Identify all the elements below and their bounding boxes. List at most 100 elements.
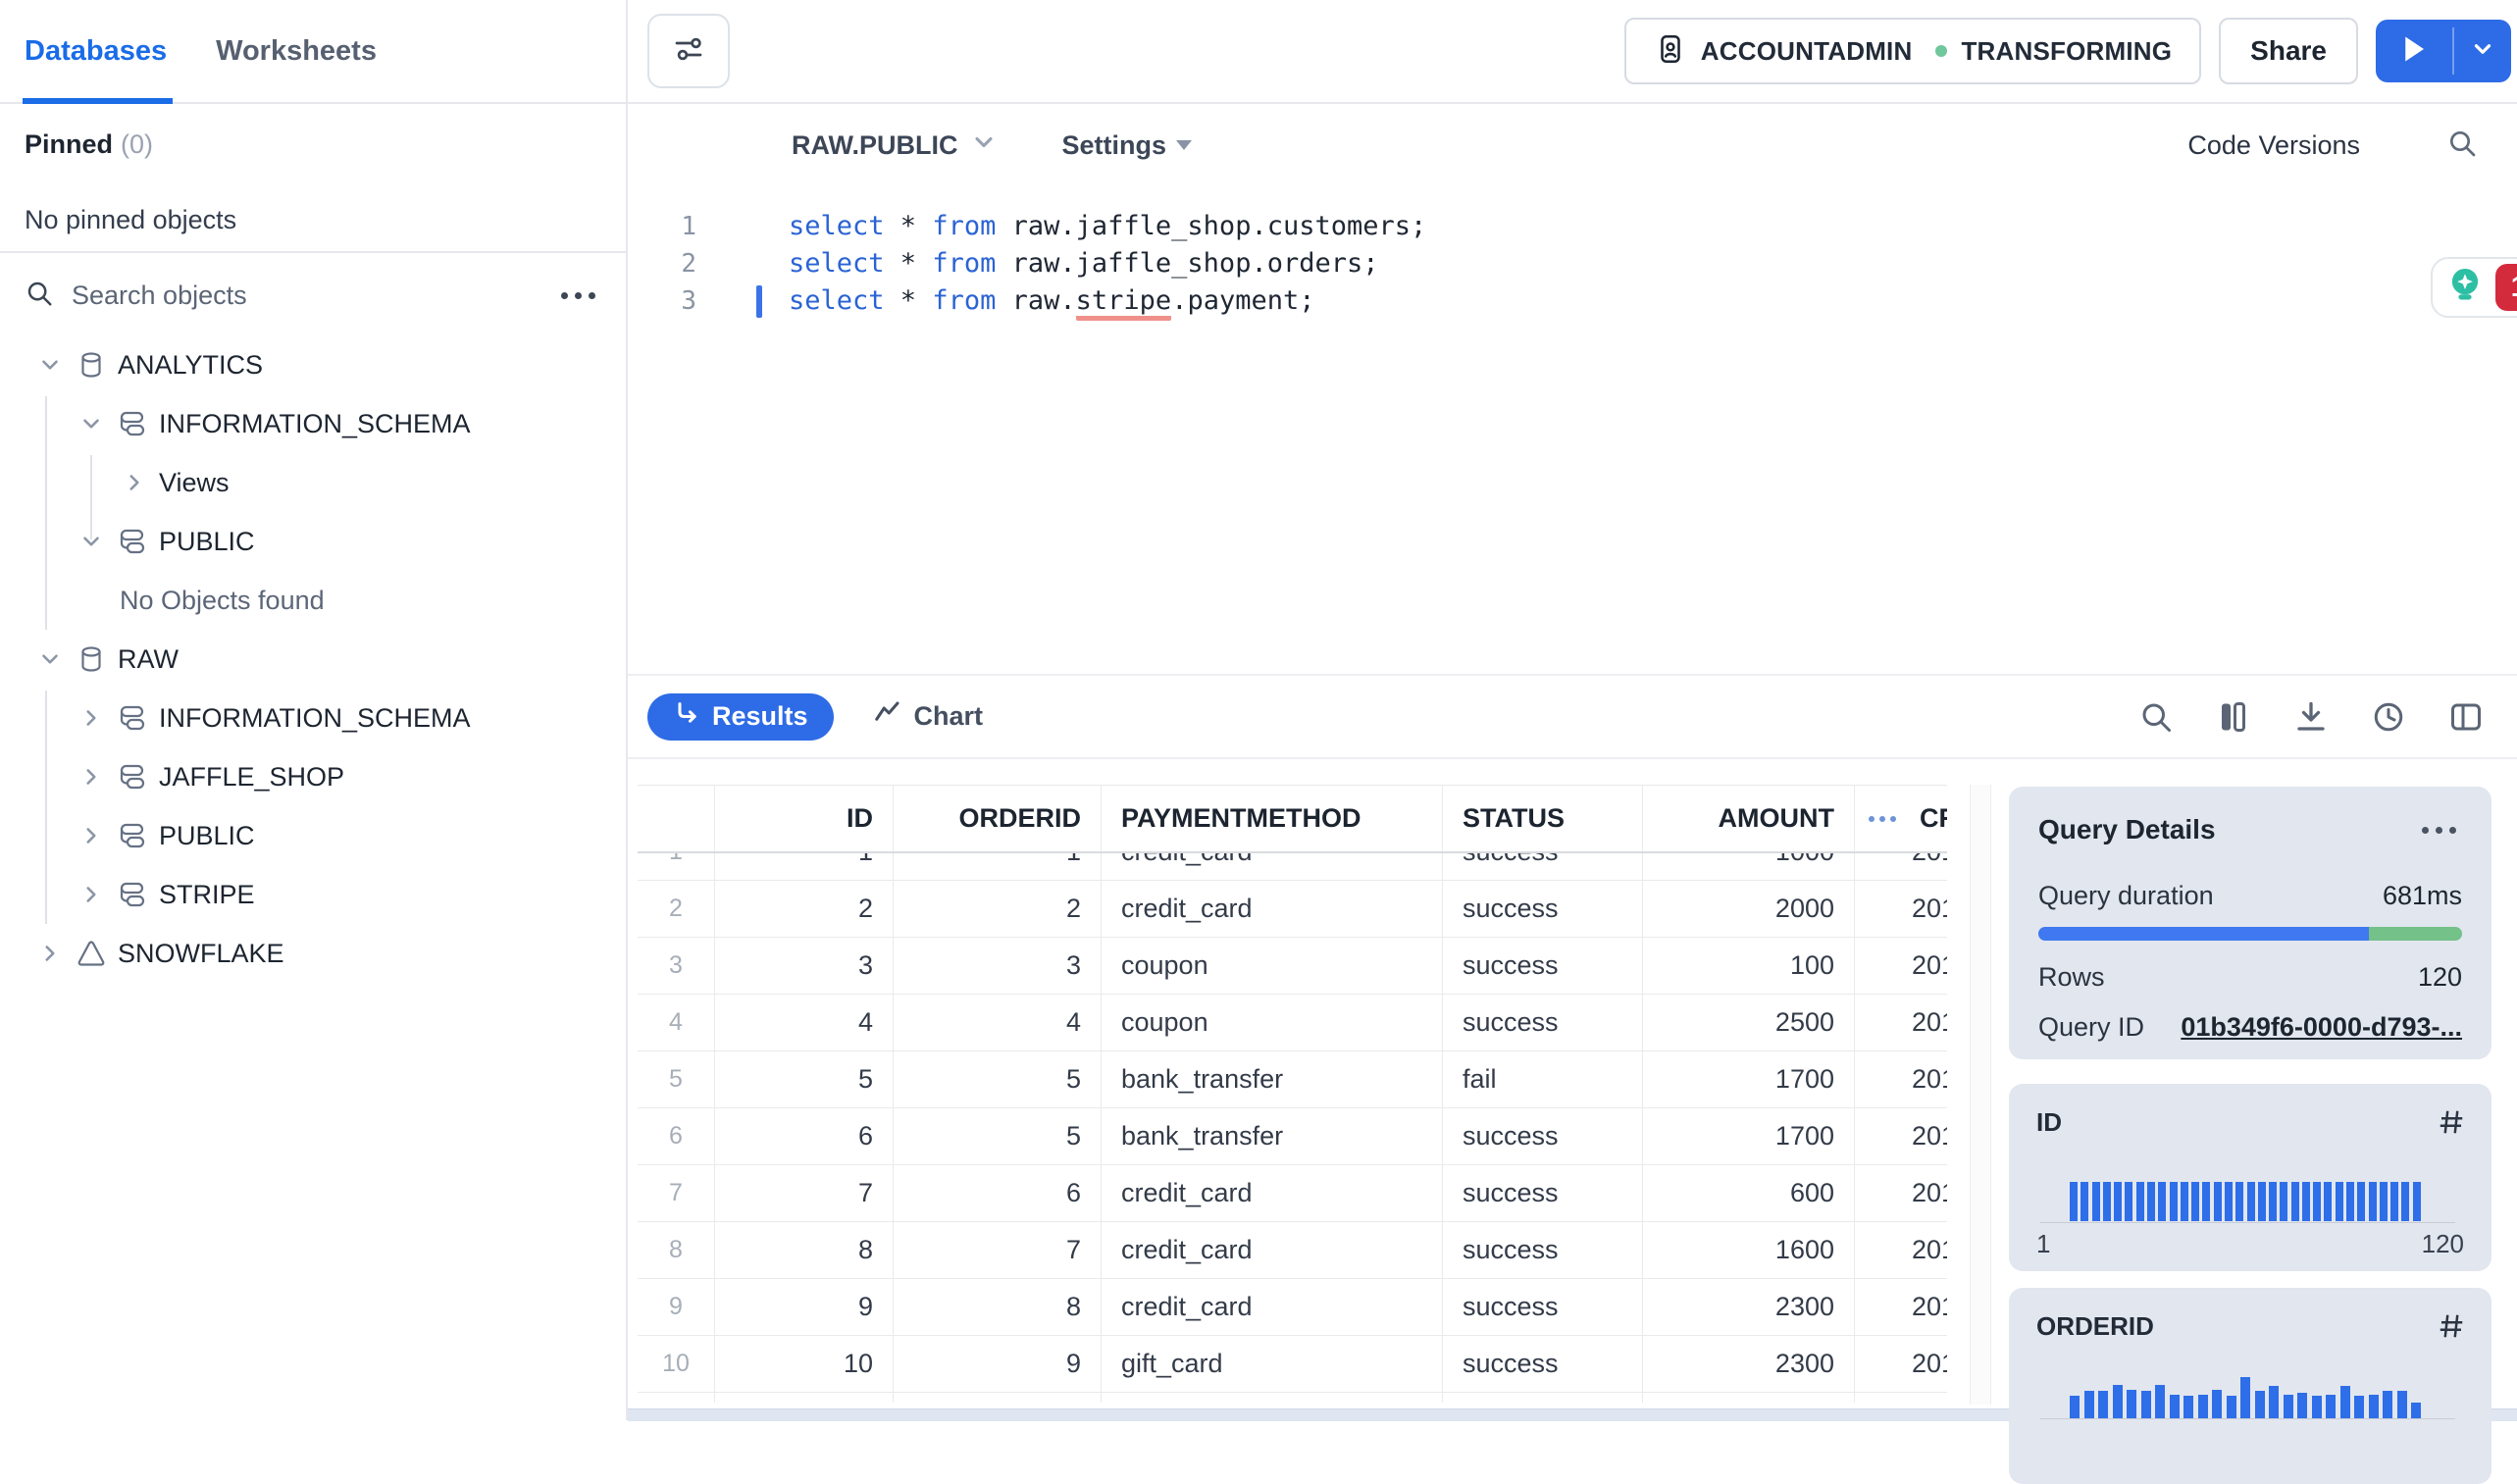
code-token: select xyxy=(789,211,885,241)
code-line-3[interactable]: select * from raw.stripe.payment; xyxy=(756,282,2517,321)
play-icon xyxy=(2401,34,2427,69)
tab-databases[interactable]: Databases xyxy=(22,0,174,104)
tree-item-information-schema[interactable]: INFORMATION_SCHEMA xyxy=(0,394,626,453)
histogram-bar xyxy=(2155,1385,2165,1418)
cell xyxy=(714,1393,893,1403)
worksheet-settings-button[interactable] xyxy=(647,14,730,88)
database-tree: ANALYTICS INFORMATION_SCHEMA Views PUBLIC No… xyxy=(0,335,626,983)
column-menu-icon[interactable] xyxy=(1869,815,1896,822)
row-number-header xyxy=(638,786,714,851)
editor-search-button[interactable] xyxy=(2446,128,2478,164)
query-details-title: Query Details xyxy=(2038,814,2216,844)
cell: 6 xyxy=(714,1108,893,1164)
cell: 1600 xyxy=(1642,1222,1854,1278)
chevron-right-icon[interactable] xyxy=(120,468,149,497)
cell: 2018 xyxy=(1854,1222,1947,1278)
chevron-down-icon[interactable] xyxy=(35,644,65,674)
editor-settings-menu[interactable]: Settings xyxy=(1062,130,1193,161)
tab-chart[interactable]: Chart xyxy=(873,698,983,735)
histogram-bar xyxy=(2368,1182,2377,1221)
column-header-amount[interactable]: AMOUNT xyxy=(1642,786,1854,851)
code-line-2[interactable]: select * from raw.jaffle_shop.orders; xyxy=(789,245,2517,282)
tree-item-raw[interactable]: RAW xyxy=(0,630,626,689)
column-header-orderid[interactable]: ORDERID xyxy=(893,786,1101,851)
chevron-right-icon[interactable] xyxy=(77,880,106,909)
id-histogram[interactable] xyxy=(2070,1182,2421,1221)
code-versions-link[interactable]: Code Versions xyxy=(2187,129,2360,160)
chevron-down-icon[interactable] xyxy=(35,350,65,380)
histogram-bar xyxy=(2379,1182,2388,1221)
histogram-bar xyxy=(2197,1395,2208,1418)
tree-item-snowflake[interactable]: SNOWFLAKE xyxy=(0,924,626,983)
tree-item-information-schema[interactable]: INFORMATION_SCHEMA xyxy=(0,689,626,747)
column-header-created[interactable]: CREATED xyxy=(1854,786,1947,851)
code-token: select xyxy=(789,285,885,316)
warehouse-name: TRANSFORMING xyxy=(1961,35,2173,66)
code-line-1[interactable]: select * from raw.jaffle_shop.customers; xyxy=(789,208,2517,245)
chevron-down-icon[interactable] xyxy=(77,527,106,556)
column-card-title: ID xyxy=(2036,1107,2062,1137)
editor-suggestion-pill[interactable]: 1 xyxy=(2431,257,2517,318)
numeric-column-icon[interactable] xyxy=(2437,1107,2466,1142)
histogram-bar xyxy=(2313,1182,2322,1221)
chevron-right-icon[interactable] xyxy=(77,762,106,792)
row-number: 10 xyxy=(662,1350,690,1377)
column-card-id: ID 1 120 xyxy=(2009,1084,2491,1271)
column-header-status[interactable]: STATUS xyxy=(1442,786,1642,851)
search-input[interactable] xyxy=(70,279,539,312)
tree-item-analytics[interactable]: ANALYTICS xyxy=(0,335,626,394)
tab-results[interactable]: Results xyxy=(647,692,834,741)
histogram-bar xyxy=(2226,1396,2236,1418)
histogram-bar xyxy=(2091,1182,2100,1221)
tree-item-label: STRIPE xyxy=(159,879,255,909)
column-header-paymentmethod[interactable]: PAYMENTMETHOD xyxy=(1101,786,1442,851)
results-table-body-viewport[interactable]: 111credit_cardsuccess10002018222credit_c… xyxy=(638,853,1947,1403)
cell: success xyxy=(1442,881,1642,937)
tree-item-public[interactable]: PUBLIC xyxy=(0,806,626,865)
object-search-row xyxy=(0,253,626,324)
sql-editor[interactable]: 1 2 3 select * from raw.jaffle_shop.custom… xyxy=(628,196,2517,667)
histogram-bar xyxy=(2098,1391,2108,1418)
tree-item-label: RAW xyxy=(118,643,179,674)
pinned-section: Pinned (0) No pinned objects xyxy=(0,104,626,253)
run-options-button[interactable] xyxy=(2454,20,2511,82)
columns-button[interactable] xyxy=(2216,699,2251,735)
tree-item-public[interactable]: PUBLIC xyxy=(0,512,626,571)
table-vertical-scrollbar[interactable] xyxy=(1970,785,1991,1405)
chevron-down-icon xyxy=(970,128,998,163)
split-panel-button[interactable] xyxy=(2448,699,2484,735)
cell: 1000 xyxy=(1642,853,1854,880)
search-results-button[interactable] xyxy=(2138,699,2174,735)
cell: fail xyxy=(1442,1051,1642,1107)
cell: bank_transfer xyxy=(1101,1051,1442,1107)
tree-item-views[interactable]: Views xyxy=(0,453,626,512)
history-clock-button[interactable] xyxy=(2371,699,2406,735)
tree-item-jaffle-shop[interactable]: JAFFLE_SHOP xyxy=(0,747,626,806)
cell: 2018 xyxy=(1854,1279,1947,1335)
histogram-bar xyxy=(2180,1182,2188,1221)
chevron-right-icon[interactable] xyxy=(77,703,106,733)
tab-worksheets[interactable]: Worksheets xyxy=(216,34,377,67)
chevron-down-icon[interactable] xyxy=(77,409,106,438)
database-context-selector[interactable]: RAW.PUBLIC xyxy=(792,128,998,163)
context-role-warehouse-selector[interactable]: ACCOUNTADMIN TRANSFORMING xyxy=(1623,18,2202,84)
main-area: ACCOUNTADMIN TRANSFORMING Share xyxy=(628,0,2517,1484)
orderid-histogram[interactable] xyxy=(2070,1377,2421,1418)
tree-indent-guide xyxy=(90,455,92,539)
run-button[interactable] xyxy=(2376,20,2452,82)
search-options-menu[interactable] xyxy=(555,286,601,305)
query-details-menu[interactable] xyxy=(2416,821,2462,840)
cell: success xyxy=(1442,995,1642,1050)
share-button[interactable]: Share xyxy=(2219,18,2358,84)
chevron-right-icon[interactable] xyxy=(77,821,106,850)
tree-item-stripe[interactable]: STRIPE xyxy=(0,865,626,924)
histogram-bar xyxy=(2125,1182,2133,1221)
download-button[interactable] xyxy=(2293,699,2329,735)
numeric-column-icon[interactable] xyxy=(2437,1311,2466,1346)
histogram-bar xyxy=(2269,1386,2279,1418)
query-id-link[interactable]: 01b349f6-0000-d793-... xyxy=(2181,1012,2462,1042)
chevron-right-icon[interactable] xyxy=(35,939,65,968)
column-header-id[interactable]: ID xyxy=(714,786,893,851)
